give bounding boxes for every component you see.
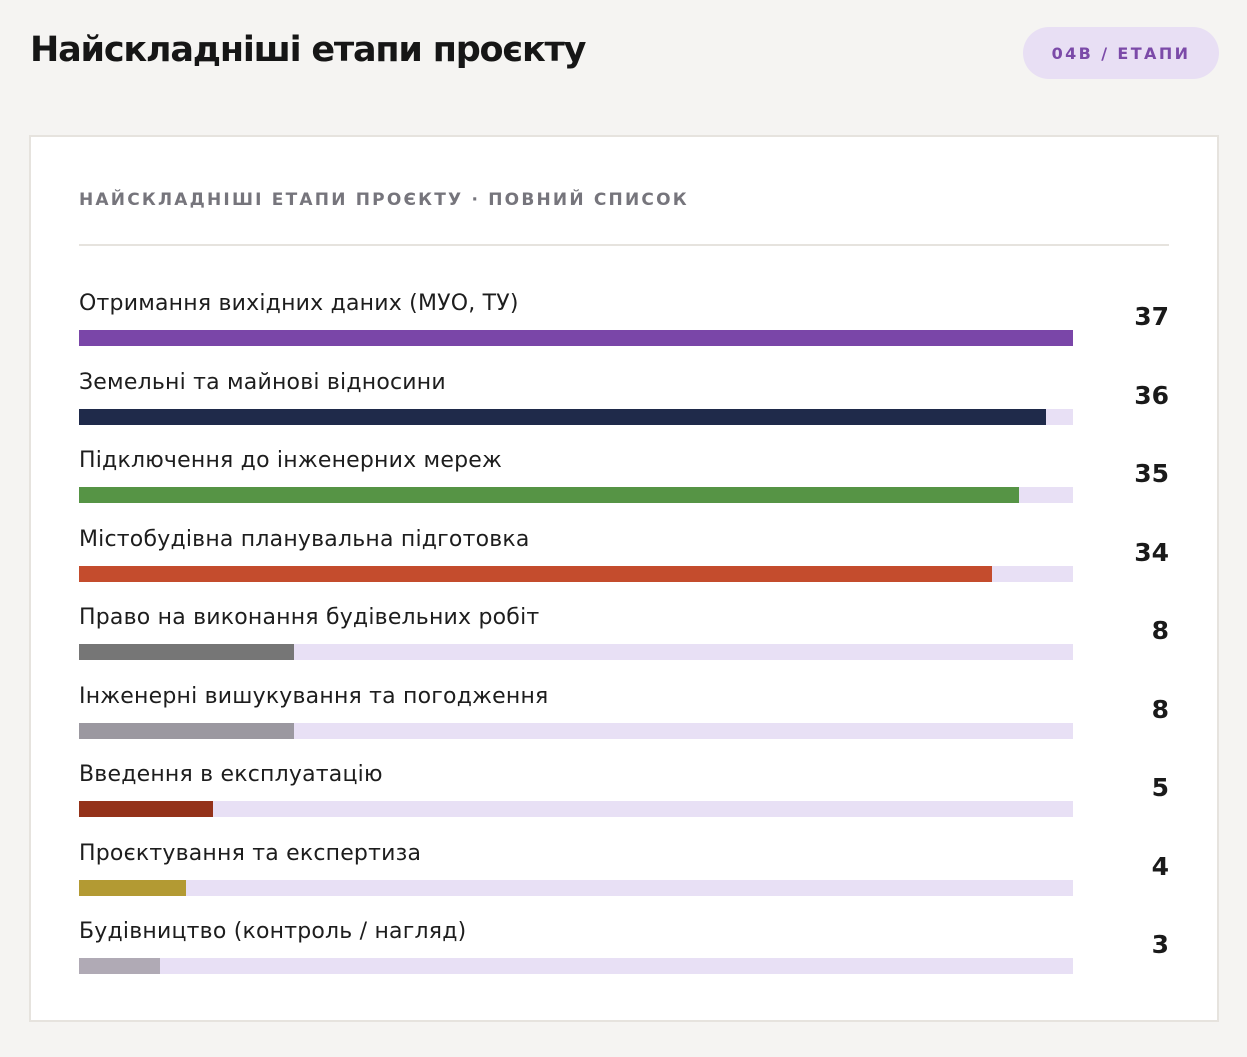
bar-label: Містобудівна планувальна підготовка [79,526,530,552]
chart-card: НАЙСКЛАДНІШІ ЕТАПИ ПРОЄКТУ · ПОВНИЙ СПИС… [29,135,1219,1022]
bar-value: 34 [1134,537,1169,567]
bar-row: Земельні та майнові відносини 36 [79,366,1169,445]
bar-value: 4 [1151,851,1169,881]
bar-label: Підключення до інженерних мереж [79,448,503,473]
bar-track [79,487,1073,503]
bar-fill [79,487,1020,503]
bar-label: Будівництво (контроль / нагляд) [79,919,467,944]
bar-track [79,330,1073,346]
bar-row: Підключення до інженерних мереж 35 [79,444,1169,523]
bar-row: Введення в експлуатацію 5 [79,758,1169,837]
bar-value: 37 [1134,302,1169,331]
bar-track [79,644,1073,660]
bar-label: Отримання вихідних даних (МУО, ТУ) [79,291,519,316]
bar-value: 36 [1134,380,1169,410]
bar-track [79,958,1073,974]
bar-track [79,801,1073,817]
bar-fill [79,565,993,582]
bar-row: Інженерні вишукування та погодження 8 [79,680,1169,759]
bar-track [79,879,1073,896]
bar-value: 8 [1151,694,1169,724]
bar-label: Право на виконання будівельних робіт [79,605,540,630]
bar-fill [79,330,1073,346]
bar-label: Введення в експлуатацію [79,762,383,787]
bar-row: Право на виконання будівельних робіт 8 [79,601,1169,680]
bar-fill [79,801,214,817]
bar-list: Отримання вихідних даних (МУО, ТУ) 37 Зе… [79,287,1169,994]
bar-value: 8 [1151,616,1169,645]
bar-value: 35 [1134,459,1169,488]
bar-track [79,408,1073,425]
bar-track [79,565,1073,582]
section-badge: 04B / ЕТАПИ [1023,27,1219,79]
bar-value: 3 [1151,930,1169,959]
bar-row: Будівництво (контроль / нагляд) 3 [79,915,1169,994]
bar-row: Містобудівна планувальна підготовка 34 [79,523,1169,602]
bar-label: Земельні та майнові відносини [79,369,446,395]
bar-fill [79,958,160,974]
bar-value: 5 [1151,773,1169,802]
page-title: Найскладніші етапи проєкту [30,30,586,70]
bar-track [79,722,1073,739]
bar-fill [79,408,1047,425]
bar-label: Проєктування та експертиза [79,840,422,866]
bar-fill [79,879,187,896]
bar-row: Проєктування та експертиза 4 [79,837,1169,916]
bar-row: Отримання вихідних даних (МУО, ТУ) 37 [79,287,1169,366]
divider [79,244,1169,246]
bar-fill [79,644,294,660]
bar-label: Інженерні вишукування та погодження [79,683,549,709]
bar-fill [79,722,294,739]
page-header: Найскладніші етапи проєкту 04B / ЕТАПИ [30,24,1219,80]
chart-title: НАЙСКЛАДНІШІ ЕТАПИ ПРОЄКТУ · ПОВНИЙ СПИС… [79,190,689,210]
